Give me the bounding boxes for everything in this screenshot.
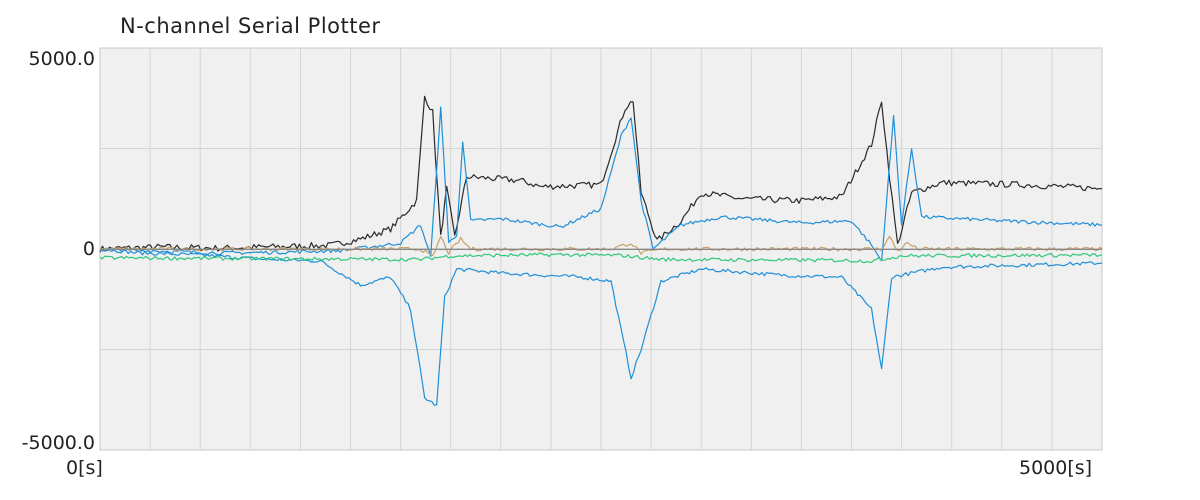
series-line-1 — [99, 95, 1103, 253]
y-tick-min: -5000.0 — [21, 432, 95, 454]
chart-title: N-channel Serial Plotter — [120, 14, 381, 38]
series-line-6 — [99, 252, 1103, 264]
series-line-3 — [99, 106, 1103, 262]
y-tick-max: 5000.0 — [28, 48, 95, 70]
y-tick-zero: 0 — [82, 238, 95, 260]
x-tick-max: 5000[s] — [1019, 457, 1093, 479]
x-tick-min: 0[s] — [66, 457, 103, 479]
series-line-4 — [99, 235, 1103, 257]
